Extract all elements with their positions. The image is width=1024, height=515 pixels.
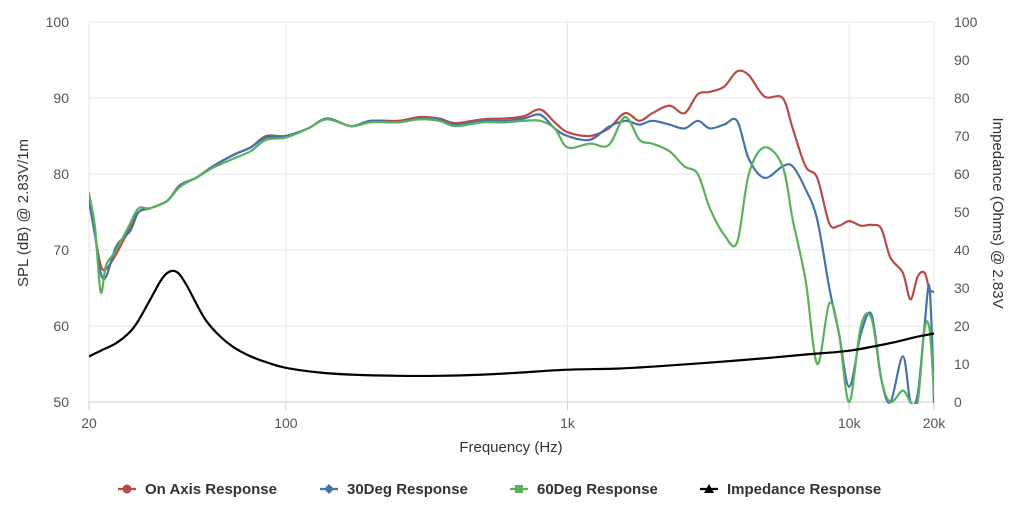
y2-tick-label: 30 <box>954 280 970 296</box>
y2-tick-label: 50 <box>954 204 970 220</box>
legend-item-60deg-response[interactable]: 60Deg Response <box>510 481 658 498</box>
series-line-60deg-response <box>89 115 934 404</box>
y2-tick-label: 100 <box>954 14 978 30</box>
diamond-marker-icon <box>324 484 334 494</box>
x-axis-ticks: 20 100 1k 10k 20k <box>81 402 946 431</box>
legend-item-on-axis-response[interactable]: On Axis Response <box>118 481 277 498</box>
y-tick-label: 80 <box>53 166 69 182</box>
series-line-on-axis-response <box>89 69 934 301</box>
circle-marker-icon <box>122 484 132 494</box>
x-tick-label: 20 <box>81 415 97 431</box>
y2-tick-label: 20 <box>954 318 970 334</box>
x-tick-label: 100 <box>274 415 298 431</box>
legend-label: Impedance Response <box>727 481 881 498</box>
legend-label: 60Deg Response <box>537 481 658 498</box>
x-tick-label: 1k <box>560 415 576 431</box>
y2-tick-label: 70 <box>954 128 970 144</box>
y2-tick-label: 60 <box>954 166 970 182</box>
x-tick-label: 10k <box>838 415 862 431</box>
y-tick-label: 50 <box>53 394 69 410</box>
legend-item-30deg-response[interactable]: 30Deg Response <box>320 481 468 498</box>
x-tick-label: 20k <box>923 415 947 431</box>
y-tick-label: 100 <box>46 14 70 30</box>
square-marker-icon <box>515 485 523 493</box>
series-layer <box>89 69 934 404</box>
y-axis-title: SPL (dB) @ 2.83V/1m <box>15 139 32 287</box>
legend-item-impedance-response[interactable]: Impedance Response <box>700 481 881 498</box>
legend-label: On Axis Response <box>145 481 277 498</box>
y2-tick-label: 90 <box>954 52 970 68</box>
legend-label: 30Deg Response <box>347 481 468 498</box>
y-tick-label: 60 <box>53 318 69 334</box>
right-axis-ticks: 0 10 20 30 40 50 60 70 80 90 100 <box>954 14 978 410</box>
grid-layer <box>88 21 935 403</box>
y-tick-label: 90 <box>53 90 69 106</box>
triangle-marker-icon <box>704 484 714 493</box>
y-tick-label: 70 <box>53 242 69 258</box>
y2-tick-label: 10 <box>954 356 970 372</box>
y2-axis-title: Impedance (Ohms) @ 2.83V <box>989 117 1006 308</box>
x-axis-title: Frequency (Hz) <box>459 439 562 456</box>
series-line-impedance-response <box>89 269 934 378</box>
legend: On Axis Response 30Deg Response 60Deg Resp… <box>118 481 881 498</box>
y2-tick-label: 80 <box>954 90 970 106</box>
left-axis-ticks: 50 60 70 80 90 100 <box>46 14 70 410</box>
series-line-30deg-response <box>89 113 934 404</box>
y2-tick-label: 40 <box>954 242 970 258</box>
y2-tick-label: 0 <box>954 394 962 410</box>
